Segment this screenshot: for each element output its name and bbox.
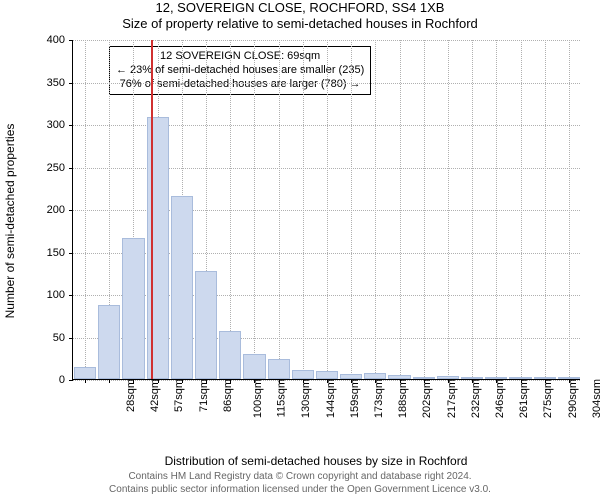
chart: Number of semi-detached properties 12 SO…	[52, 40, 580, 402]
x-tick-label: 144sqm	[322, 379, 337, 418]
gridline-v	[545, 40, 546, 379]
x-tick-mark	[206, 379, 207, 383]
y-tick-mark	[69, 40, 73, 41]
gridline-v	[496, 40, 497, 379]
y-tick-mark	[69, 380, 73, 381]
x-axis-label: Distribution of semi-detached houses by …	[165, 454, 468, 468]
gridline-v	[472, 40, 473, 379]
bar	[243, 354, 265, 380]
plot-area: 12 SOVEREIGN CLOSE: 69sqm ← 23% of semi-…	[72, 40, 580, 380]
x-tick-label: 202sqm	[419, 379, 434, 418]
x-tick-mark	[400, 379, 401, 383]
gridline-v	[351, 40, 352, 379]
bar	[98, 305, 120, 379]
gridline-v	[254, 40, 255, 379]
x-tick-mark	[303, 379, 304, 383]
gridline-v	[85, 40, 86, 379]
page-subtitle: Size of property relative to semi-detach…	[0, 16, 600, 31]
x-tick-label: 42sqm	[146, 379, 161, 412]
y-tick-mark	[69, 125, 73, 126]
y-tick-mark	[69, 168, 73, 169]
bar	[268, 359, 290, 379]
x-tick-mark	[545, 379, 546, 383]
x-tick-mark	[182, 379, 183, 383]
x-tick-label: 188sqm	[394, 379, 409, 418]
x-tick-mark	[254, 379, 255, 383]
y-tick-mark	[69, 83, 73, 84]
x-tick-label: 86sqm	[219, 379, 234, 412]
x-tick-label: 290sqm	[564, 379, 579, 418]
x-tick-label: 100sqm	[249, 379, 264, 418]
x-tick-mark	[496, 379, 497, 383]
footer-line1: Contains HM Land Registry data © Crown c…	[0, 470, 600, 483]
x-tick-mark	[230, 379, 231, 383]
bar	[74, 367, 96, 379]
x-tick-mark	[472, 379, 473, 383]
x-tick-mark	[521, 379, 522, 383]
x-tick-mark	[569, 379, 570, 383]
x-tick-label: 115sqm	[273, 379, 288, 417]
x-tick-label: 159sqm	[346, 379, 361, 418]
y-tick-mark	[69, 338, 73, 339]
bar	[195, 271, 217, 379]
x-tick-mark	[327, 379, 328, 383]
y-tick-mark	[69, 210, 73, 211]
x-tick-label: 217sqm	[443, 379, 458, 418]
gridline-v	[303, 40, 304, 379]
x-tick-mark	[279, 379, 280, 383]
bar	[147, 117, 169, 379]
bar	[316, 371, 338, 380]
gridline-v	[400, 40, 401, 379]
bar	[292, 370, 314, 379]
gridline-v	[424, 40, 425, 379]
page-title: 12, SOVEREIGN CLOSE, ROCHFORD, SS4 1XB	[0, 0, 600, 15]
gridline-v	[375, 40, 376, 379]
x-tick-label: 57sqm	[171, 379, 186, 412]
x-tick-mark	[375, 379, 376, 383]
footer-line2: Contains public sector information licen…	[0, 483, 600, 496]
bar	[219, 331, 241, 379]
x-tick-mark	[109, 379, 110, 383]
x-tick-mark	[85, 379, 86, 383]
x-tick-label: 232sqm	[467, 379, 482, 418]
gridline-v	[327, 40, 328, 379]
footer: Contains HM Land Registry data © Crown c…	[0, 470, 600, 496]
x-tick-label: 173sqm	[370, 379, 385, 418]
y-tick-mark	[69, 295, 73, 296]
y-axis-label: Number of semi-detached properties	[3, 124, 17, 319]
y-tick-mark	[69, 253, 73, 254]
x-tick-label: 304sqm	[588, 379, 600, 418]
x-tick-label: 261sqm	[515, 379, 530, 418]
gridline-v	[569, 40, 570, 379]
x-tick-label: 71sqm	[195, 379, 210, 412]
bar	[122, 238, 144, 379]
x-tick-mark	[424, 379, 425, 383]
x-tick-mark	[351, 379, 352, 383]
reference-line	[151, 40, 153, 379]
gridline-v	[279, 40, 280, 379]
gridline-v	[230, 40, 231, 379]
bar	[171, 196, 193, 379]
gridline-v	[521, 40, 522, 379]
x-tick-mark	[158, 379, 159, 383]
gridline-v	[448, 40, 449, 379]
x-tick-label: 130sqm	[298, 379, 313, 418]
x-tick-label: 28sqm	[122, 379, 137, 412]
x-tick-mark	[448, 379, 449, 383]
x-tick-label: 246sqm	[491, 379, 506, 418]
x-tick-mark	[133, 379, 134, 383]
annotation-box: 12 SOVEREIGN CLOSE: 69sqm ← 23% of semi-…	[109, 46, 371, 95]
x-tick-label: 275sqm	[539, 379, 554, 418]
